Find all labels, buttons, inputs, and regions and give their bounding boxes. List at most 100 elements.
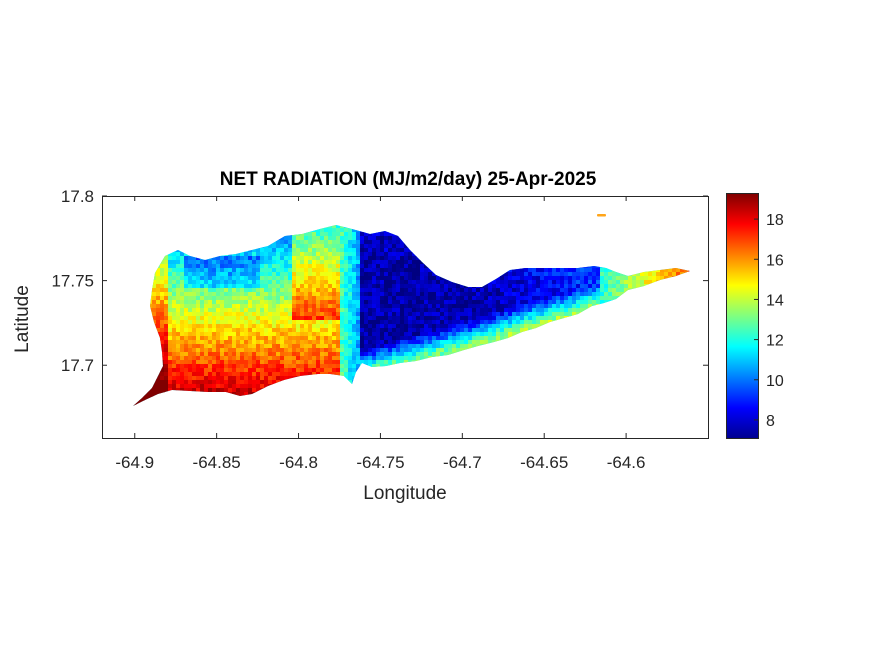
field-cell (524, 300, 529, 305)
field-cell (304, 304, 309, 309)
field-cell (316, 320, 321, 325)
field-cell (248, 288, 253, 293)
field-cell (456, 300, 461, 305)
field-cell (176, 276, 181, 281)
field-cell (472, 288, 477, 293)
field-cell (152, 288, 157, 293)
field-cell (352, 256, 357, 261)
field-cell (348, 320, 353, 325)
field-cell (288, 280, 293, 285)
field-cell (196, 296, 201, 301)
field-cell (592, 264, 597, 269)
field-cell (232, 308, 237, 313)
field-cell (268, 320, 273, 325)
field-cell (212, 316, 217, 321)
field-cell (504, 332, 509, 337)
field-cell (428, 292, 433, 297)
field-cell (540, 320, 545, 325)
field-cell (324, 272, 329, 277)
field-cell (424, 280, 429, 285)
field-cell (424, 348, 429, 353)
field-cell (184, 264, 189, 269)
field-cell (564, 304, 569, 309)
field-cell (264, 344, 269, 349)
field-cell (480, 312, 485, 317)
field-cell (452, 288, 457, 293)
field-cell (416, 296, 421, 301)
field-cell (400, 308, 405, 313)
field-cell (568, 300, 573, 305)
field-cell (280, 312, 285, 317)
field-cell (156, 316, 161, 321)
field-cell (216, 356, 221, 361)
field-cell (312, 248, 317, 253)
field-cell (252, 284, 257, 289)
field-cell (584, 296, 589, 301)
field-cell (176, 328, 181, 333)
field-cell (244, 284, 249, 289)
field-cell (396, 280, 401, 285)
field-cell (280, 356, 285, 361)
field-cell (592, 276, 597, 281)
field-cell (432, 276, 437, 281)
field-cell (496, 304, 501, 309)
field-cell (340, 284, 345, 289)
field-cell (440, 348, 445, 353)
field-cell (396, 324, 401, 329)
field-cell (388, 332, 393, 337)
field-cell (292, 276, 297, 281)
field-cell (204, 292, 209, 297)
field-cell (288, 300, 293, 305)
field-cell (436, 308, 441, 313)
field-cell (272, 304, 277, 309)
field-cell (224, 280, 229, 285)
field-cell (452, 340, 457, 345)
field-cell (176, 284, 181, 289)
field-cell (332, 264, 337, 269)
field-cell (412, 300, 417, 305)
field-cell (244, 288, 249, 293)
field-cell (300, 308, 305, 313)
field-cell (508, 280, 513, 285)
field-cell (284, 256, 289, 261)
field-cell (336, 308, 341, 313)
field-cell (260, 304, 265, 309)
field-cell (320, 304, 325, 309)
field-cell (560, 304, 565, 309)
field-cell (360, 256, 365, 261)
field-cell (212, 260, 217, 265)
field-cell (252, 296, 257, 301)
field-cell (196, 340, 201, 345)
field-cell (356, 280, 361, 285)
field-cell (192, 360, 197, 365)
field-cell (160, 348, 165, 353)
field-cell (556, 284, 561, 289)
field-cell (432, 292, 437, 297)
field-cell (236, 280, 241, 285)
field-cell (564, 296, 569, 301)
field-cell (372, 320, 377, 325)
field-cell (212, 332, 217, 337)
field-cell (568, 312, 573, 317)
field-cell (404, 336, 409, 341)
field-cell (256, 324, 261, 329)
field-cell (368, 316, 373, 321)
field-cell (368, 352, 373, 357)
field-cell (400, 348, 405, 353)
field-cell (304, 272, 309, 277)
field-cell (324, 232, 329, 237)
field-cell (332, 268, 337, 273)
field-cell (332, 348, 337, 353)
field-cell (216, 276, 221, 281)
field-cell (424, 276, 429, 281)
field-cell (468, 324, 473, 329)
field-cell (476, 288, 481, 293)
field-cell (352, 348, 357, 353)
field-cell (244, 292, 249, 297)
field-cell (232, 304, 237, 309)
field-cell (272, 288, 277, 293)
field-cell (624, 280, 629, 285)
field-cell (324, 348, 329, 353)
field-cell (432, 304, 437, 309)
field-cell (264, 292, 269, 297)
